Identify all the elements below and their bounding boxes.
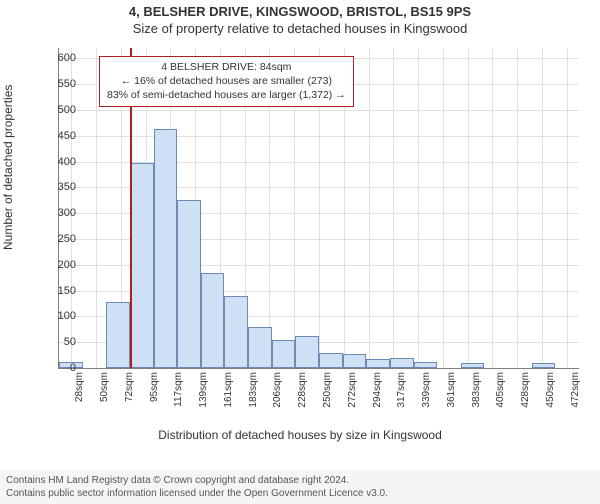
y-tick-label: 450 [46,130,76,142]
x-tick-label: 206sqm [272,372,283,420]
x-tick-label: 117sqm [173,372,184,420]
x-tick-label: 428sqm [520,372,531,420]
histogram-bar [295,336,319,368]
y-tick-label: 550 [46,78,76,90]
y-tick-label: 300 [46,207,76,219]
histogram-plot: 4 BELSHER DRIVE: 84sqm← 16% of detached … [58,48,579,369]
page-title-address: 4, BELSHER DRIVE, KINGSWOOD, BRISTOL, BS… [0,4,600,19]
vgridline [418,48,419,368]
vgridline [443,48,444,368]
vgridline [393,48,394,368]
histogram-bar [414,362,438,368]
histogram-bar [390,358,414,368]
annotation-line: ← 16% of detached houses are smaller (27… [107,74,346,88]
footer-line-1: Contains HM Land Registry data © Crown c… [6,474,594,487]
histogram-bar [461,363,485,368]
y-tick-label: 350 [46,181,76,193]
y-tick-label: 200 [46,259,76,271]
annotation-line: 4 BELSHER DRIVE: 84sqm [107,60,346,74]
x-tick-label: 139sqm [198,372,209,420]
x-tick-label: 228sqm [297,372,308,420]
x-tick-label: 405sqm [495,372,506,420]
x-tick-label: 95sqm [149,372,160,420]
histogram-bar [272,340,296,368]
x-tick-label: 50sqm [99,372,110,420]
annotation-line: 83% of semi-detached houses are larger (… [107,88,346,102]
y-axis-label: Number of detached properties [1,85,15,250]
x-axis-label: Distribution of detached houses by size … [0,428,600,442]
vgridline [369,48,370,368]
histogram-bar [154,129,178,368]
x-tick-label: 72sqm [124,372,135,420]
y-tick-label: 150 [46,285,76,297]
histogram-bar [248,327,272,368]
y-tick-label: 500 [46,104,76,116]
x-tick-label: 294sqm [372,372,383,420]
vgridline [542,48,543,368]
x-tick-label: 450sqm [545,372,556,420]
x-tick-label: 183sqm [248,372,259,420]
chart-container: Number of detached properties 4 BELSHER … [0,40,600,460]
x-tick-label: 361sqm [446,372,457,420]
footer-line-2: Contains public sector information licen… [6,487,594,500]
histogram-bar [106,302,130,368]
x-tick-label: 383sqm [471,372,482,420]
annotation-box: 4 BELSHER DRIVE: 84sqm← 16% of detached … [99,56,354,107]
footer-attribution: Contains HM Land Registry data © Crown c… [0,470,600,504]
x-tick-label: 28sqm [74,372,85,420]
y-tick-label: 100 [46,310,76,322]
x-tick-label: 272sqm [347,372,358,420]
y-tick-label: 600 [46,52,76,64]
y-tick-label: 400 [46,156,76,168]
vgridline [517,48,518,368]
histogram-bar [366,359,390,368]
page-subtitle: Size of property relative to detached ho… [0,21,600,36]
histogram-bar [224,296,248,368]
x-tick-label: 161sqm [223,372,234,420]
vgridline [468,48,469,368]
histogram-bar [177,200,201,368]
x-tick-label: 339sqm [421,372,432,420]
vgridline [96,48,97,368]
histogram-bar [130,163,154,368]
histogram-bar [201,273,225,368]
histogram-bar [343,354,367,368]
x-tick-label: 250sqm [322,372,333,420]
x-tick-label: 317sqm [396,372,407,420]
y-tick-label: 0 [46,362,76,374]
y-tick-label: 50 [46,336,76,348]
histogram-bar [532,363,556,368]
vgridline [492,48,493,368]
x-tick-label: 472sqm [570,372,581,420]
histogram-bar [319,353,343,368]
vgridline [567,48,568,368]
y-tick-label: 250 [46,233,76,245]
